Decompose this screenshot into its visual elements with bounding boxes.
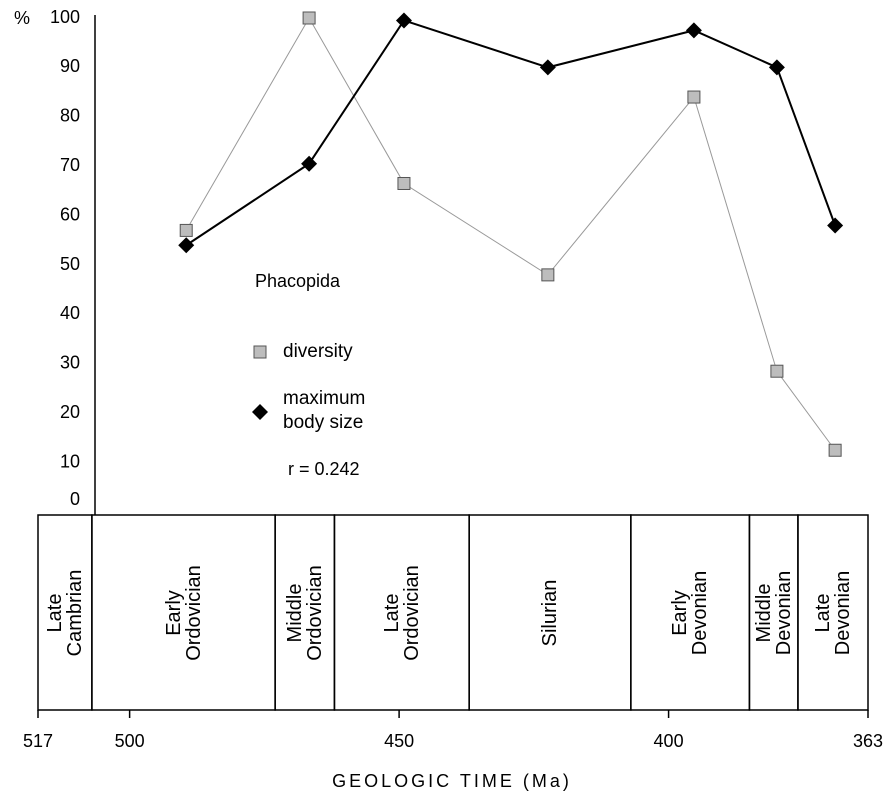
data-point [178,237,195,254]
period-box [797,514,869,711]
data-point [539,59,556,76]
data-point [541,268,555,282]
annotation-r: r = 0.242 [288,459,360,479]
data-point [768,59,785,76]
data-point [827,217,844,234]
data-point [687,90,701,104]
period-label: Late Cambrian [43,569,86,656]
period-label: Silurian [539,579,561,646]
period-label: Middle Ordovician [283,564,326,661]
data-point [397,176,411,190]
x-axis-title: GEOLOGIC TIME (Ma) [332,771,572,791]
y-tick-label: 90 [60,56,80,76]
x-tick-label: 450 [384,731,414,751]
y-tick-label: 50 [60,254,80,274]
y-tick-label: 10 [60,451,80,471]
legend-label: diversity [283,341,353,362]
data-point [828,443,842,457]
y-tick-label: 30 [60,353,80,373]
period-label: Early Devonian [669,570,712,655]
series-line [185,16,836,451]
data-point [301,155,318,172]
period-label: Early Ordovician [162,564,205,661]
x-tick-label: 400 [654,731,684,751]
y-tick-label: 80 [60,106,80,126]
data-point [395,12,412,29]
y-tick-label: 60 [60,204,80,224]
series-line [185,19,837,247]
legend-marker [252,404,268,420]
data-point [685,22,702,39]
x-tick-label: 363 [853,731,883,751]
period-label: Late Ordovician [380,564,423,661]
annotation-title: Phacopida [255,271,341,291]
period-label: Middle Devonian [752,570,795,655]
y-tick-label: 40 [60,303,80,323]
data-point [770,364,784,378]
y-unit: % [14,8,30,28]
data-point [302,11,316,25]
legend-marker [253,345,267,359]
y-tick-label: 100 [50,7,80,27]
y-tick-label: 70 [60,155,80,175]
y-tick-label: 20 [60,402,80,422]
data-point [179,223,193,237]
x-tick-label: 500 [115,731,145,751]
period-label: Late Devonian [811,570,854,655]
x-tick-label: 517 [23,731,53,751]
legend-label: maximum body size [283,388,366,433]
y-tick-label: 0 [70,489,80,509]
